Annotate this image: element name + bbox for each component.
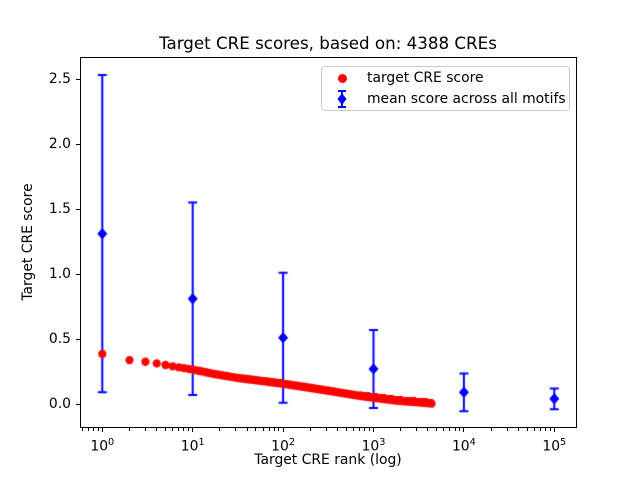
x-minor-tick-mark bbox=[183, 428, 185, 431]
red-circle-marker-icon bbox=[337, 73, 347, 83]
x-minor-tick-mark bbox=[278, 428, 280, 431]
x-minor-tick-mark bbox=[427, 428, 429, 431]
x-minor-tick-mark bbox=[549, 428, 551, 431]
x-minor-tick-mark bbox=[533, 428, 535, 431]
x-tick-label: 101 bbox=[180, 437, 205, 455]
x-minor-tick-mark bbox=[87, 428, 89, 431]
x-minor-tick-mark bbox=[517, 428, 519, 431]
legend-item-target-cre-score: target CRE score bbox=[331, 68, 569, 89]
x-tick-label: 104 bbox=[451, 437, 476, 455]
legend-item-mean-score: mean score across all motifs bbox=[331, 89, 569, 110]
y-tick-label: 2.5 bbox=[48, 71, 71, 87]
y-tick-mark bbox=[76, 208, 80, 210]
y-tick-label: 0.5 bbox=[48, 331, 71, 347]
x-tick-label: 102 bbox=[271, 437, 296, 455]
x-minor-tick-mark bbox=[454, 428, 456, 431]
y-tick-mark bbox=[76, 273, 80, 275]
x-minor-tick-mark bbox=[129, 428, 130, 431]
x-minor-tick-mark bbox=[93, 428, 95, 431]
y-tick-mark bbox=[76, 403, 80, 405]
legend-label: mean score across all motifs bbox=[367, 91, 566, 107]
x-minor-tick-mark bbox=[246, 428, 248, 431]
x-tick-label: 100 bbox=[90, 437, 115, 455]
y-tick-mark bbox=[76, 143, 80, 145]
x-minor-tick-mark bbox=[164, 428, 166, 431]
x-minor-tick-mark bbox=[368, 428, 370, 431]
x-minor-tick-mark bbox=[81, 428, 83, 431]
x-minor-tick-mark bbox=[506, 428, 508, 431]
x-tick-mark bbox=[101, 428, 103, 432]
x-minor-tick-mark bbox=[539, 428, 541, 431]
x-tick-label: 105 bbox=[542, 437, 567, 455]
x-minor-tick-mark bbox=[545, 428, 547, 431]
x-tick-mark bbox=[463, 428, 465, 432]
x-minor-tick-mark bbox=[443, 428, 445, 431]
x-axis-label: Target CRE rank (log) bbox=[254, 452, 402, 468]
legend: target CRE score mean score across all m… bbox=[321, 66, 570, 111]
chart-title: Target CRE scores, based on: 4388 CREs bbox=[159, 33, 497, 53]
x-tick-mark bbox=[192, 428, 194, 432]
x-minor-tick-mark bbox=[345, 428, 347, 431]
legend-marker-area bbox=[331, 73, 353, 83]
x-minor-tick-mark bbox=[325, 428, 327, 431]
x-minor-tick-mark bbox=[144, 428, 146, 431]
x-minor-tick-mark bbox=[255, 428, 257, 431]
x-minor-tick-mark bbox=[449, 428, 451, 431]
x-minor-tick-mark bbox=[416, 428, 418, 431]
x-minor-tick-mark bbox=[188, 428, 190, 431]
x-minor-tick-mark bbox=[358, 428, 360, 431]
x-minor-tick-mark bbox=[490, 428, 492, 431]
x-minor-tick-mark bbox=[262, 428, 264, 431]
x-minor-tick-mark bbox=[436, 428, 438, 431]
x-tick-mark bbox=[373, 428, 374, 432]
x-minor-tick-mark bbox=[400, 428, 402, 431]
blue-diamond-errorbar-icon bbox=[337, 90, 347, 108]
y-axis-label: Target CRE score bbox=[20, 183, 36, 301]
x-tick-label: 103 bbox=[361, 437, 386, 455]
x-minor-tick-mark bbox=[235, 428, 237, 431]
x-minor-tick-mark bbox=[352, 428, 354, 431]
x-minor-tick-mark bbox=[268, 428, 270, 431]
legend-marker-area bbox=[331, 89, 353, 109]
y-tick-label: 1.5 bbox=[48, 201, 71, 217]
x-minor-tick-mark bbox=[97, 428, 99, 431]
x-minor-tick-mark bbox=[459, 428, 461, 431]
x-minor-tick-mark bbox=[172, 428, 174, 431]
legend-label: target CRE score bbox=[367, 70, 484, 86]
x-minor-tick-mark bbox=[309, 428, 311, 431]
plot-canvas bbox=[80, 57, 576, 427]
y-tick-label: 0.0 bbox=[48, 396, 71, 412]
x-minor-tick-mark bbox=[526, 428, 528, 431]
x-minor-tick-mark bbox=[178, 428, 180, 431]
y-tick-label: 1.0 bbox=[48, 266, 71, 282]
x-minor-tick-mark bbox=[337, 428, 339, 431]
y-tick-mark bbox=[76, 78, 80, 80]
x-minor-tick-mark bbox=[219, 428, 221, 431]
x-minor-tick-mark bbox=[273, 428, 275, 431]
x-minor-tick-mark bbox=[156, 428, 158, 431]
y-tick-mark bbox=[76, 338, 80, 340]
x-tick-mark bbox=[282, 428, 284, 432]
x-minor-tick-mark bbox=[364, 428, 366, 431]
y-tick-label: 2.0 bbox=[48, 136, 71, 152]
x-tick-mark bbox=[553, 428, 555, 432]
